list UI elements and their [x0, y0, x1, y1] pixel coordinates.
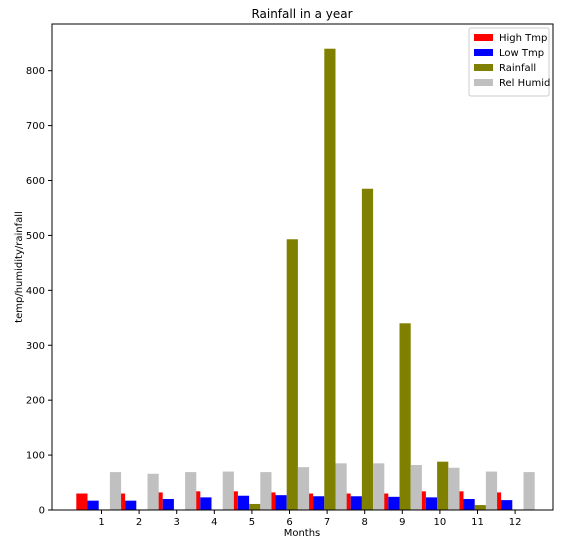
bar-rainfall-5 [249, 503, 261, 510]
y-tick-label: 300 [26, 341, 45, 352]
bar-rel-humid-10 [448, 467, 460, 510]
bar-low-tmp-1 [87, 500, 99, 510]
chart-title: Rainfall in a year [251, 7, 352, 21]
x-axis: 1 2 3 4 5 6 7 8 9 10 11 12 [98, 510, 521, 528]
bar-rel-humid-11 [485, 471, 498, 510]
plot-frame [51, 23, 554, 511]
bar-low-tmp-9 [388, 496, 400, 510]
bar-low-tmp-2 [125, 500, 137, 510]
bar-rel-humid-3 [185, 472, 197, 510]
bar-low-tmp-6 [275, 495, 287, 510]
legend-swatch [474, 49, 493, 56]
x-tick-label: 2 [136, 517, 142, 528]
x-tick-label: 7 [324, 517, 330, 528]
x-tick-label: 4 [211, 517, 217, 528]
bar-low-tmp-3 [162, 499, 174, 510]
bar-rel-humid-2 [147, 473, 159, 510]
legend-label: Rel Humid [499, 78, 550, 89]
bar-low-tmp-7 [313, 496, 325, 510]
x-tick-label: 11 [471, 517, 484, 528]
y-tick-label: 800 [26, 66, 45, 77]
legend: High Tmp Low Tmp Rainfall Rel Humid [468, 27, 550, 97]
bar-rainfall-6 [286, 239, 298, 510]
bar-rainfall-8 [361, 188, 374, 510]
legend-label: Low Tmp [499, 48, 544, 59]
bar-high-tmp-1 [76, 493, 88, 510]
bar-rel-humid-12 [523, 472, 535, 510]
legend-swatch [474, 79, 493, 86]
y-tick-label: 600 [26, 176, 45, 187]
y-tick-label: 0 [39, 506, 45, 517]
y-tick-label: 400 [26, 286, 45, 297]
legend-swatch [474, 34, 493, 41]
y-tick-label: 700 [26, 121, 45, 132]
bar-rel-humid-6 [297, 467, 310, 510]
x-tick-label: 12 [509, 517, 522, 528]
legend-label: High Tmp [499, 33, 547, 44]
y-axis-label: temp/humidity/rainfall [14, 211, 25, 323]
x-tick-label: 6 [286, 517, 292, 528]
bars-layer [76, 48, 535, 511]
x-tick-label: 5 [249, 517, 255, 528]
bar-rel-humid-7 [335, 463, 347, 510]
x-tick-label: 3 [174, 517, 180, 528]
x-tick-label: 10 [434, 517, 447, 528]
y-tick-label: 500 [26, 231, 45, 242]
y-tick-label: 100 [26, 451, 45, 462]
bar-rainfall-11 [474, 505, 486, 510]
x-axis-label: Months [284, 528, 321, 539]
x-tick-label: 1 [98, 517, 104, 528]
bar-low-tmp-10 [425, 497, 438, 510]
bar-rainfall-7 [324, 48, 336, 511]
bar-low-tmp-5 [237, 495, 250, 510]
bar-rel-humid-4 [222, 471, 234, 510]
bar-rel-humid-9 [410, 464, 422, 510]
bar-low-tmp-4 [200, 497, 212, 510]
y-tick-label: 200 [26, 396, 45, 407]
bar-rel-humid-1 [109, 472, 122, 510]
x-tick-label: 9 [399, 517, 405, 528]
bar-low-tmp-12 [501, 500, 513, 510]
bar-rel-humid-8 [373, 463, 385, 510]
legend-swatch [474, 64, 493, 71]
bar-rainfall-10 [437, 461, 449, 510]
legend-label: Rainfall [499, 63, 536, 74]
bar-low-tmp-8 [350, 496, 362, 510]
y-axis: 0 100 200 300 400 500 600 700 800 [26, 66, 52, 517]
bar-rainfall-9 [399, 323, 411, 510]
bar-rel-humid-5 [260, 472, 272, 510]
bar-low-tmp-11 [463, 499, 475, 510]
x-tick-label: 8 [362, 517, 368, 528]
